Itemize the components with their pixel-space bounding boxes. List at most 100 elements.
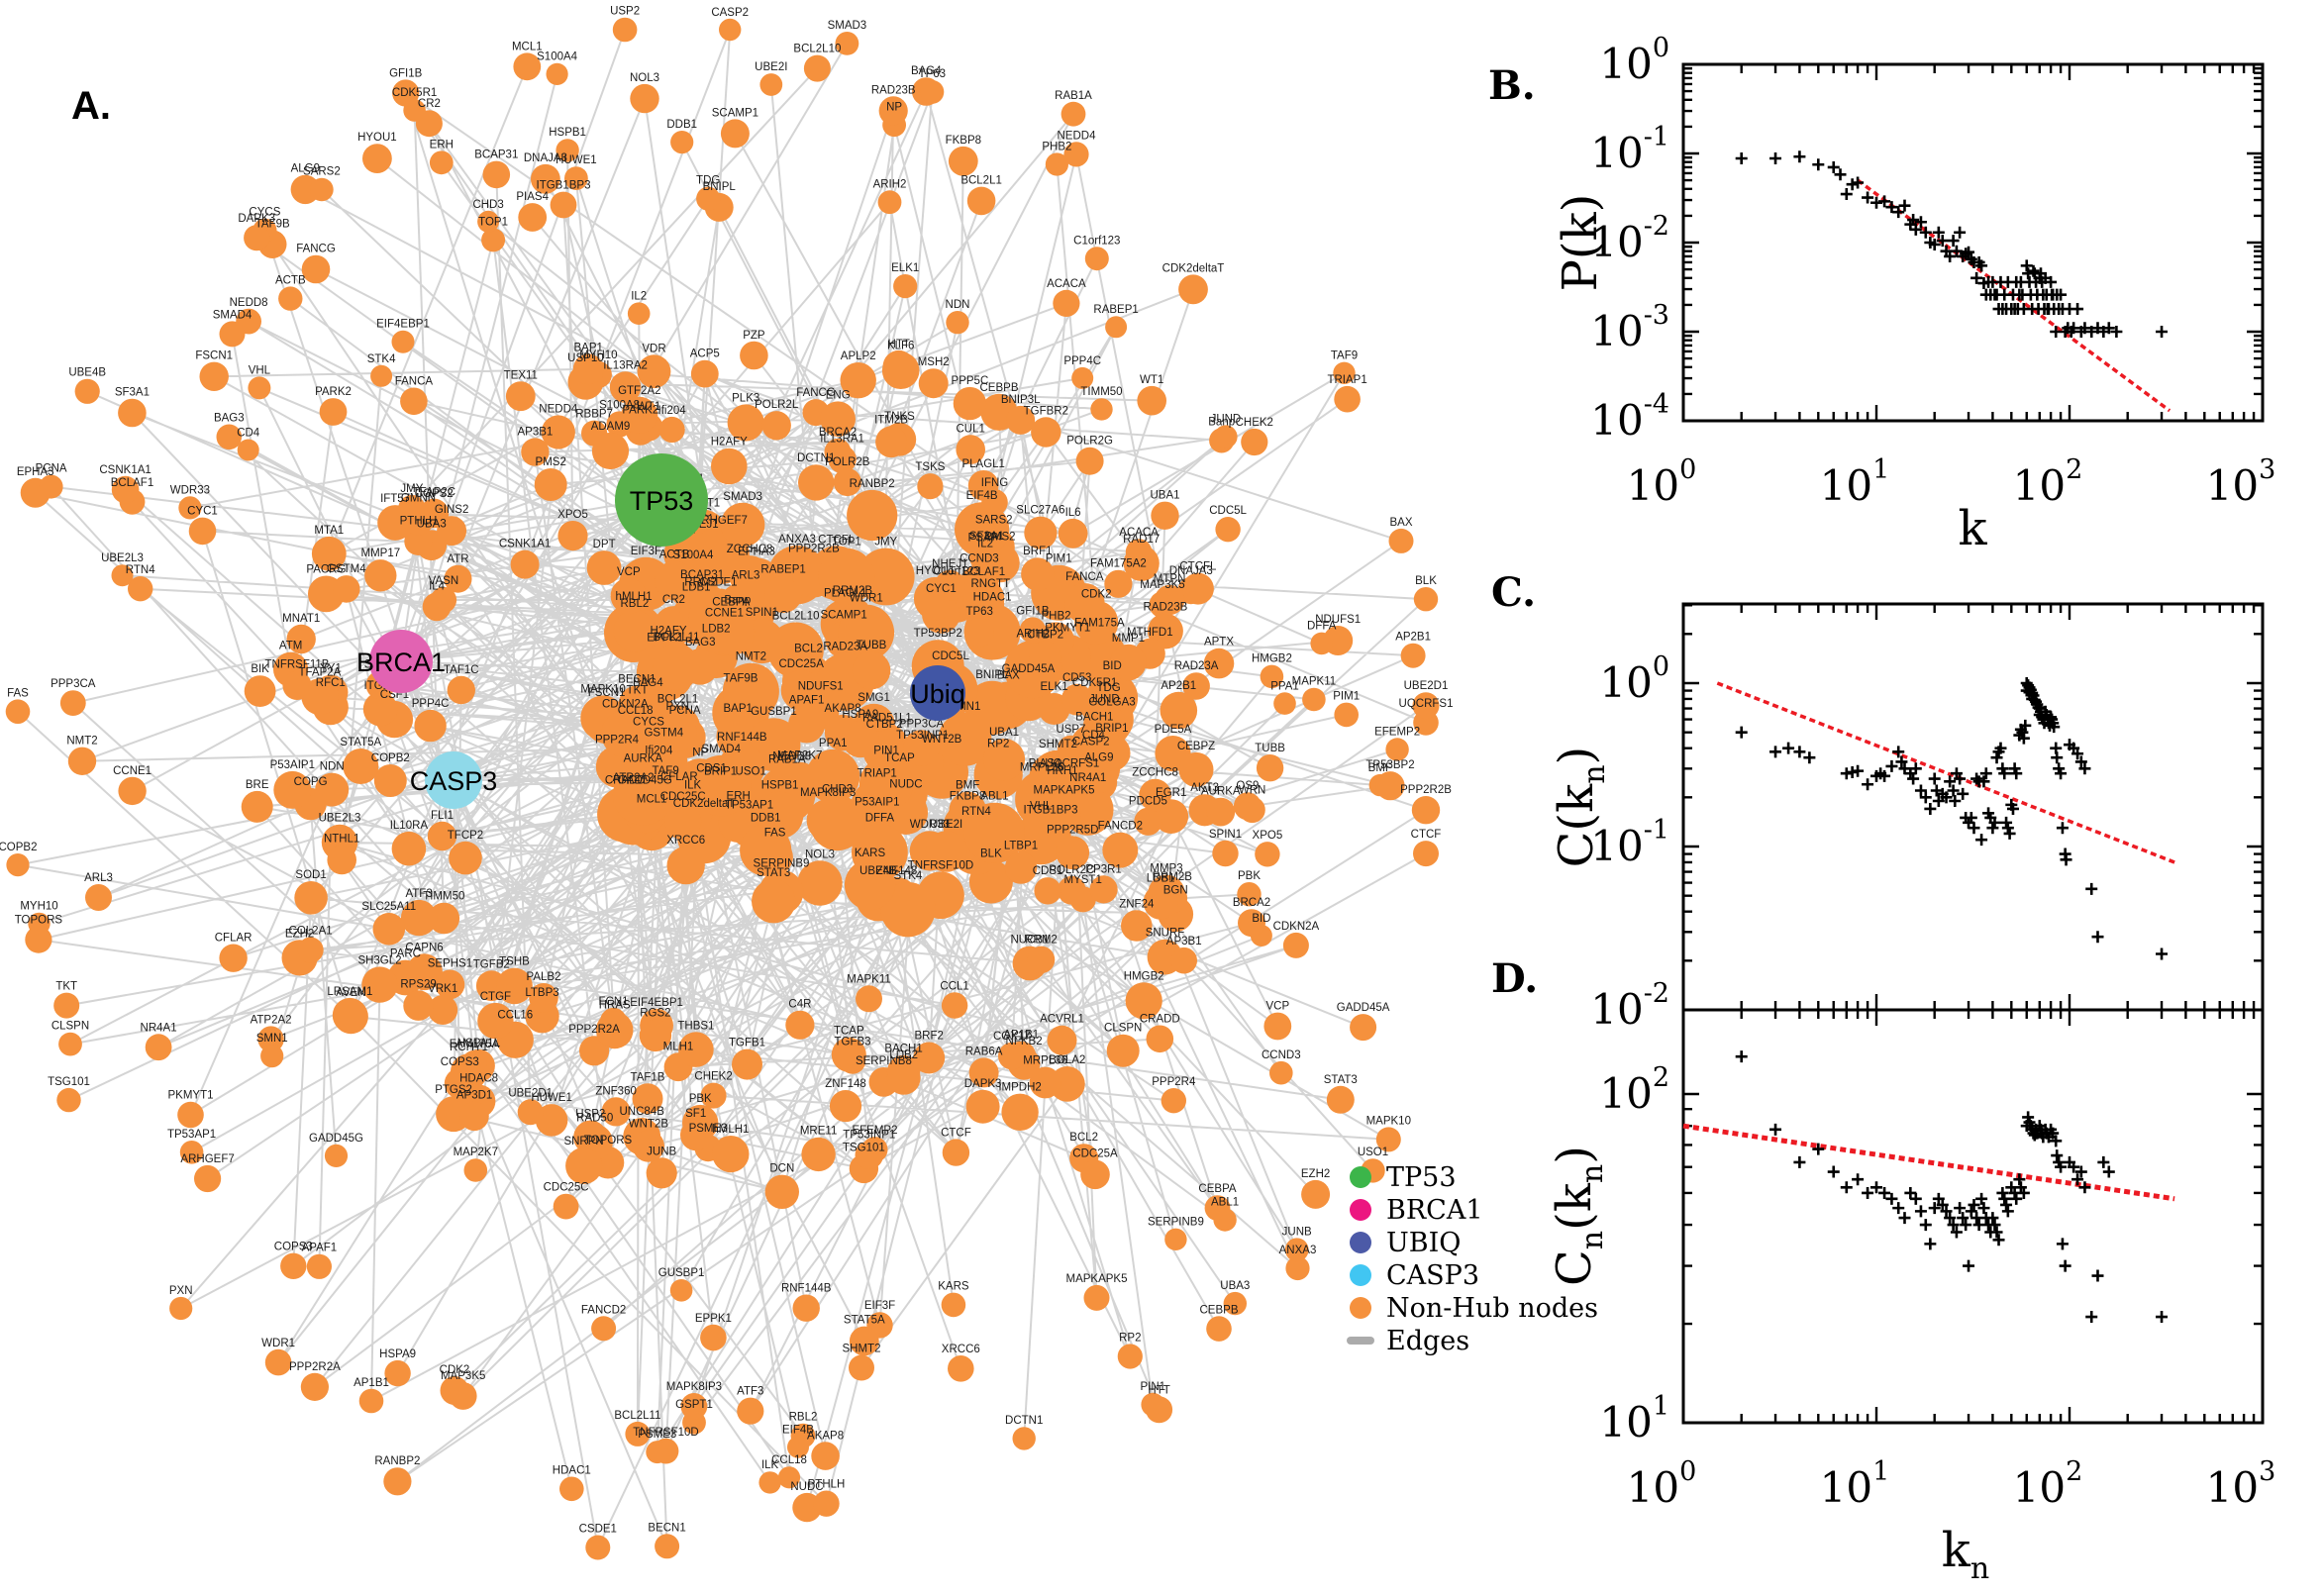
network-node[interactable] <box>118 398 147 428</box>
network-node[interactable] <box>1282 932 1309 958</box>
network-node[interactable] <box>1093 734 1131 772</box>
network-node[interactable] <box>609 371 642 403</box>
network-node[interactable] <box>361 966 398 1003</box>
network-node[interactable] <box>833 467 861 497</box>
network-node[interactable] <box>612 17 638 43</box>
network-node[interactable] <box>1239 796 1265 824</box>
network-node[interactable] <box>384 1359 411 1387</box>
network-node[interactable] <box>244 225 270 251</box>
hub-node-casp3[interactable] <box>425 751 482 809</box>
network-node[interactable] <box>591 1316 617 1342</box>
network-node[interactable] <box>953 386 987 421</box>
network-node[interactable] <box>372 913 406 946</box>
network-node[interactable] <box>1110 644 1147 681</box>
network-node[interactable] <box>1071 366 1094 389</box>
network-node[interactable] <box>398 494 426 523</box>
network-node[interactable] <box>1146 1396 1173 1424</box>
network-node[interactable] <box>849 1326 879 1356</box>
network-node[interactable] <box>1400 643 1426 668</box>
network-node[interactable] <box>1154 584 1185 616</box>
network-node[interactable] <box>838 604 895 661</box>
network-node[interactable] <box>655 560 694 601</box>
network-node[interactable] <box>756 791 804 840</box>
network-node[interactable] <box>383 1467 412 1496</box>
network-node[interactable] <box>1388 528 1414 553</box>
network-node[interactable] <box>1056 836 1090 870</box>
network-node[interactable] <box>1273 692 1296 715</box>
network-node[interactable] <box>463 1158 488 1182</box>
network-node[interactable] <box>801 1137 836 1172</box>
network-node[interactable] <box>630 83 659 114</box>
network-node[interactable] <box>362 691 398 727</box>
hub-node-ubiq[interactable] <box>910 665 965 721</box>
network-node[interactable] <box>720 502 765 548</box>
network-node[interactable] <box>39 474 63 499</box>
network-node[interactable] <box>1375 1127 1401 1152</box>
network-node[interactable] <box>1206 1316 1232 1342</box>
network-node[interactable] <box>1284 1238 1309 1262</box>
network-node[interactable] <box>1170 947 1197 974</box>
network-node[interactable] <box>306 1253 332 1279</box>
network-node[interactable] <box>653 643 700 691</box>
network-node[interactable] <box>419 498 450 529</box>
network-node[interactable] <box>449 841 482 875</box>
network-node[interactable] <box>1255 842 1280 867</box>
network-node[interactable] <box>785 1010 815 1040</box>
network-node[interactable] <box>1411 796 1441 825</box>
network-node[interactable] <box>1104 569 1133 598</box>
network-node[interactable] <box>444 564 472 593</box>
network-node[interactable] <box>460 1049 488 1077</box>
network-node[interactable] <box>564 166 588 191</box>
network-node[interactable] <box>179 1141 204 1164</box>
network-node[interactable] <box>948 146 978 176</box>
network-node[interactable] <box>1285 1255 1310 1281</box>
network-node[interactable] <box>664 803 702 841</box>
network-node[interactable] <box>696 186 721 211</box>
network-node[interactable] <box>541 415 575 449</box>
network-node[interactable] <box>752 879 796 924</box>
network-node[interactable] <box>797 860 843 906</box>
network-node[interactable] <box>145 1034 172 1061</box>
network-node[interactable] <box>1326 1085 1355 1114</box>
network-node[interactable] <box>700 1082 727 1109</box>
network-node[interactable] <box>327 845 357 875</box>
network-node[interactable] <box>1125 982 1162 1020</box>
network-node[interactable] <box>481 228 506 252</box>
network-node[interactable] <box>1256 754 1284 782</box>
network-node[interactable] <box>831 1037 866 1072</box>
network-node[interactable] <box>535 1104 568 1137</box>
network-node[interactable] <box>194 1164 222 1193</box>
network-node[interactable] <box>777 1466 801 1489</box>
network-node[interactable] <box>111 564 134 587</box>
network-node[interactable] <box>938 712 992 766</box>
network-node[interactable] <box>842 721 879 758</box>
network-node[interactable] <box>767 622 824 678</box>
network-node[interactable] <box>964 618 994 648</box>
network-node[interactable] <box>941 992 968 1019</box>
network-node[interactable] <box>1178 751 1214 787</box>
network-node[interactable] <box>435 969 465 1000</box>
network-node[interactable] <box>1181 572 1214 605</box>
network-node[interactable] <box>917 473 944 500</box>
network-node[interactable] <box>965 1089 1000 1124</box>
hub-node-tp53[interactable] <box>615 453 708 547</box>
network-node[interactable] <box>1053 289 1080 317</box>
network-node[interactable] <box>118 776 147 806</box>
network-node[interactable] <box>761 411 791 441</box>
network-node[interactable] <box>199 361 229 391</box>
network-node[interactable] <box>414 709 447 743</box>
network-node[interactable] <box>1029 641 1061 673</box>
network-node[interactable] <box>422 592 452 622</box>
network-node[interactable] <box>241 790 273 823</box>
network-node[interactable] <box>556 139 579 162</box>
network-node[interactable] <box>343 748 379 784</box>
network-node[interactable] <box>391 330 415 353</box>
network-node[interactable] <box>788 706 826 744</box>
network-node[interactable] <box>1212 840 1239 867</box>
network-node[interactable] <box>513 52 542 81</box>
network-node[interactable] <box>881 351 920 390</box>
network-node[interactable] <box>1350 1014 1377 1042</box>
network-node[interactable] <box>601 1097 631 1127</box>
network-node[interactable] <box>880 882 936 938</box>
network-node[interactable] <box>700 1324 727 1351</box>
